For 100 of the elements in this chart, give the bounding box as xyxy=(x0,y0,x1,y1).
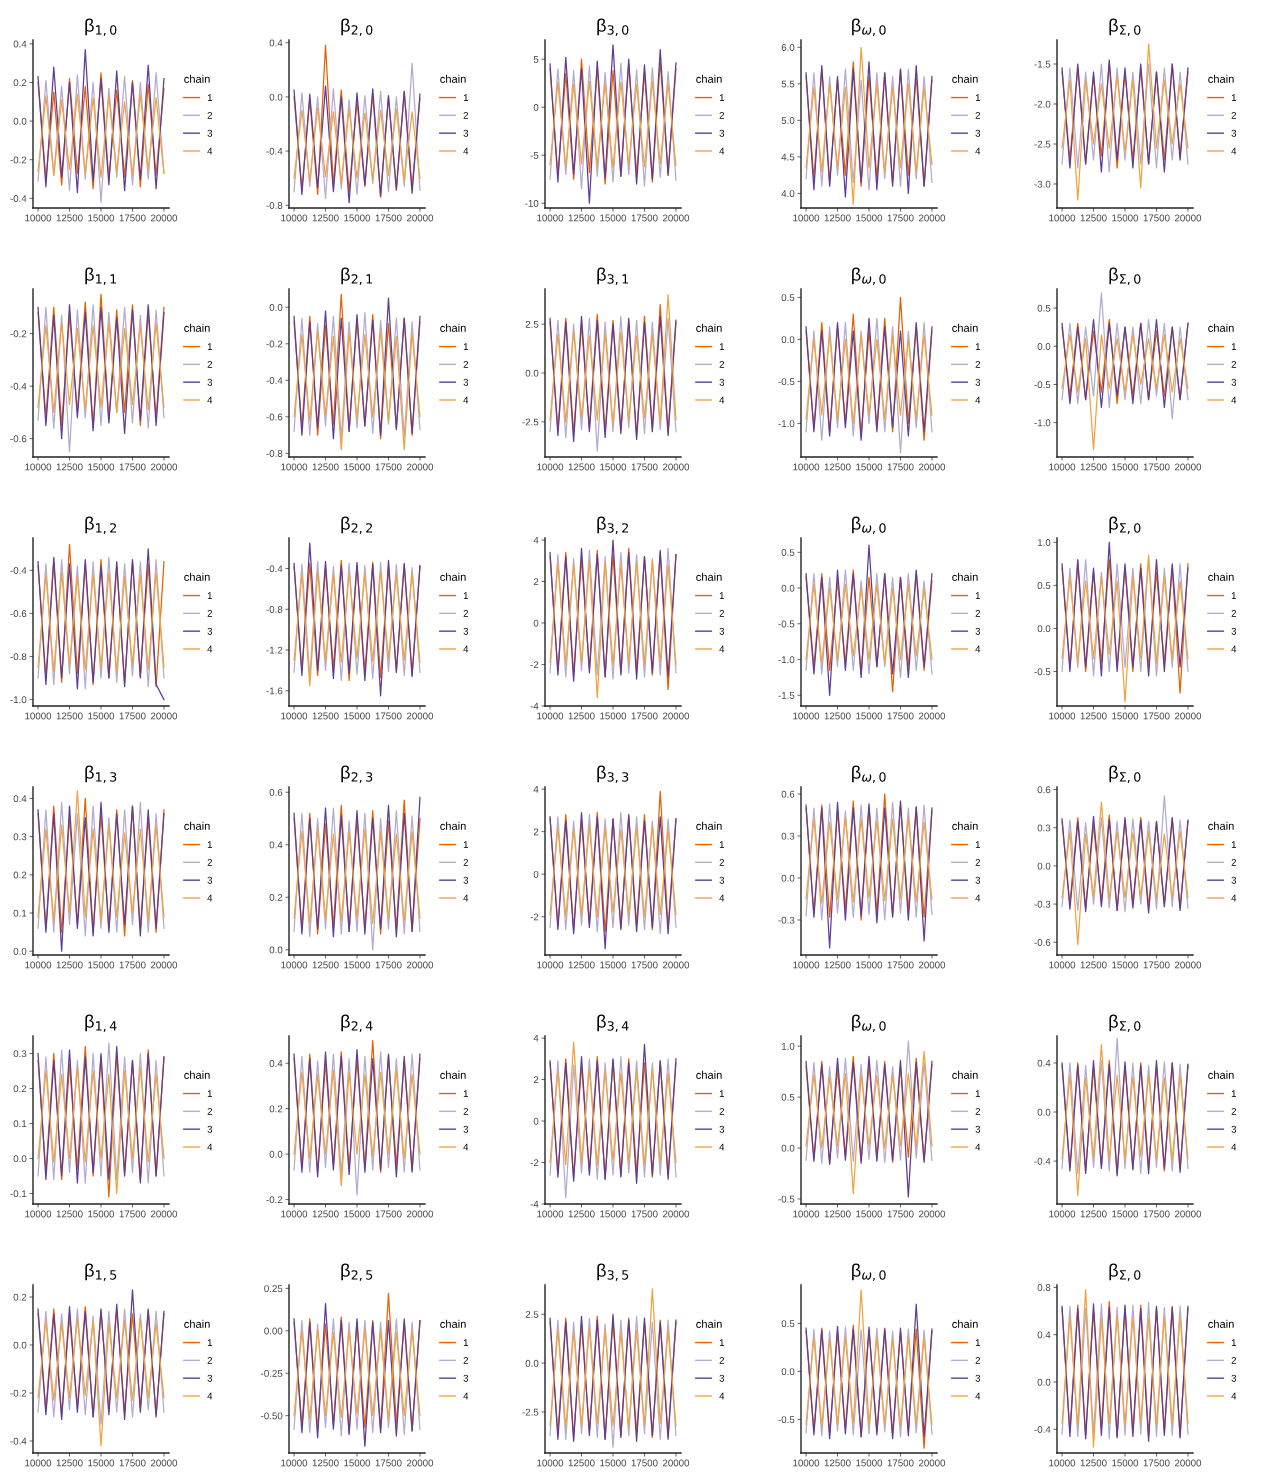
legend-label: 1 xyxy=(1231,592,1237,599)
x-tick-label: 10000 xyxy=(25,712,52,720)
y-tick-label: 0.4 xyxy=(1037,1059,1051,1067)
y-tick-label: -0.2 xyxy=(10,156,27,164)
x-tick-label: 17500 xyxy=(1143,712,1170,720)
x-tick-label: 10000 xyxy=(25,463,52,471)
legend-label: 4 xyxy=(207,1392,213,1400)
x-tick-label: 12500 xyxy=(1080,214,1107,222)
x-tick-label: 10000 xyxy=(537,1210,564,1218)
y-tick-label: 0.4 xyxy=(269,841,283,849)
legend-label: 4 xyxy=(463,645,469,653)
legend-label: 3 xyxy=(463,129,469,137)
legend-title: chain xyxy=(440,323,466,332)
x-tick-label: 12500 xyxy=(568,214,595,222)
legend-label: 1 xyxy=(1231,94,1237,101)
legend-label: 4 xyxy=(719,147,725,155)
chart-title: β$_{1,1}$ xyxy=(85,267,117,285)
legend-label: 1 xyxy=(207,1090,213,1097)
x-tick-label: 17500 xyxy=(119,712,146,720)
y-tick-label: -3.0 xyxy=(1034,180,1051,188)
x-tick-label: 10000 xyxy=(1049,961,1076,969)
x-tick-label: 17500 xyxy=(631,1459,658,1467)
x-tick-label: 15000 xyxy=(88,214,115,222)
x-tick-label: 15000 xyxy=(856,1210,883,1218)
chart-title: β$_{2,1}$ xyxy=(341,267,373,285)
y-tick-label: 0.2 xyxy=(13,1293,27,1301)
legend-label: 1 xyxy=(463,94,469,101)
legend-title: chain xyxy=(696,572,722,581)
chart-title: β$_{Σ,0}$ xyxy=(1109,1014,1141,1032)
x-tick-label: 20000 xyxy=(918,214,946,222)
chart-title: β$_{ω,0}$ xyxy=(852,1263,886,1281)
x-tick-label: 20000 xyxy=(1174,1210,1202,1218)
x-tick-label: 12500 xyxy=(56,712,83,720)
legend-title: chain xyxy=(952,572,978,581)
chart-title: β$_{2,4}$ xyxy=(341,1014,373,1032)
legend-label: 3 xyxy=(207,129,213,137)
x-tick-label: 15000 xyxy=(344,214,371,222)
y-tick-label: 0.4 xyxy=(269,1059,283,1067)
y-tick-label: 5.5 xyxy=(781,80,795,88)
x-tick-label: 12500 xyxy=(312,1210,339,1218)
legend-label: 4 xyxy=(719,894,725,902)
legend-title: chain xyxy=(1208,1319,1234,1328)
chart-title: β$_{ω,0}$ xyxy=(852,18,886,36)
chart-title: β$_{3,3}$ xyxy=(597,765,629,783)
chart-title: β$_{1,0}$ xyxy=(85,18,117,36)
y-tick-label: 2 xyxy=(533,1076,539,1084)
legend-label: 4 xyxy=(1231,1143,1237,1151)
y-tick-label: 0.4 xyxy=(13,40,27,48)
legend-title: chain xyxy=(1208,74,1234,83)
x-tick-label: 17500 xyxy=(887,712,914,720)
y-tick-label: 0.5 xyxy=(781,1320,795,1328)
y-tick-label: 0.8 xyxy=(1037,1284,1051,1291)
legend-label: 2 xyxy=(1231,858,1237,866)
legend-label: 3 xyxy=(1231,627,1237,635)
legend-label: 2 xyxy=(207,858,213,866)
y-tick-label: -0.5 xyxy=(1034,381,1051,389)
y-tick-label: -0.4 xyxy=(10,567,27,574)
legend-label: 2 xyxy=(207,1356,213,1364)
legend-label: 2 xyxy=(719,609,725,617)
chart-title: β$_{3,0}$ xyxy=(597,18,629,36)
legend-label: 2 xyxy=(719,1356,725,1364)
x-tick-label: 12500 xyxy=(312,712,339,720)
legend-label: 4 xyxy=(463,396,469,404)
x-tick-label: 15000 xyxy=(600,214,627,222)
x-tick-label: 15000 xyxy=(856,214,883,222)
y-tick-label: -2.5 xyxy=(522,1408,539,1416)
y-tick-label: -0.5 xyxy=(778,620,795,628)
y-tick-label: -0.2 xyxy=(10,330,27,338)
y-tick-label: 0.25 xyxy=(264,1285,283,1293)
y-tick-label: -2 xyxy=(530,1159,539,1167)
legend-label: 4 xyxy=(1231,894,1237,902)
legend-label: 1 xyxy=(207,841,213,848)
x-tick-label: 12500 xyxy=(824,214,851,222)
x-tick-label: 12500 xyxy=(56,463,83,471)
y-tick-label: 0.3 xyxy=(781,832,795,840)
y-tick-label: 0.1 xyxy=(13,909,27,917)
x-tick-label: 10000 xyxy=(281,961,308,969)
y-tick-label: 0.3 xyxy=(13,1050,27,1058)
x-tick-label: 20000 xyxy=(918,463,946,471)
legend-label: 4 xyxy=(719,1143,725,1151)
legend-label: 1 xyxy=(463,592,469,599)
x-tick-label: 17500 xyxy=(631,463,658,471)
legend-label: 3 xyxy=(1231,876,1237,884)
y-tick-label: -0.4 xyxy=(266,377,283,384)
chart-title: β$_{ω,0}$ xyxy=(852,1014,886,1032)
x-tick-label: 10000 xyxy=(793,214,820,222)
x-tick-label: 20000 xyxy=(150,712,178,720)
x-tick-label: 20000 xyxy=(406,961,434,969)
x-tick-label: 10000 xyxy=(537,712,564,720)
legend-label: 3 xyxy=(975,876,981,884)
x-tick-label: 12500 xyxy=(824,463,851,471)
y-tick-label: 0.0 xyxy=(269,1150,283,1158)
legend-label: 2 xyxy=(463,858,469,866)
legend-label: 1 xyxy=(207,1339,213,1346)
legend-title: chain xyxy=(1208,572,1234,581)
x-tick-label: 17500 xyxy=(375,463,402,471)
legend-label: 3 xyxy=(1231,1374,1237,1382)
legend-label: 1 xyxy=(207,94,213,101)
y-tick-label: 0.0 xyxy=(13,117,27,125)
y-tick-label: 6.0 xyxy=(781,44,795,51)
